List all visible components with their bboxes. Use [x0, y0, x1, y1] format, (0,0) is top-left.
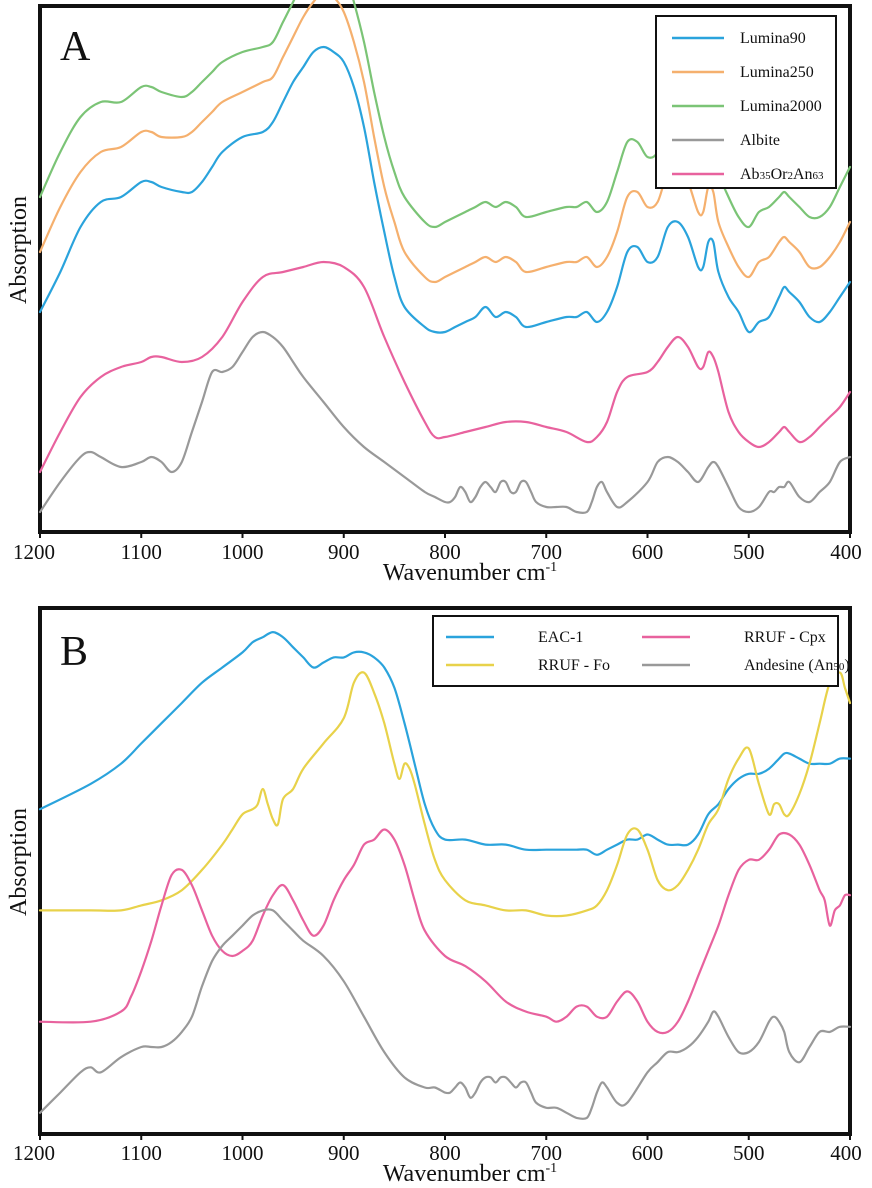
legend-label-part: 63 [813, 170, 825, 182]
legend-label: Lumina250 [740, 64, 814, 81]
x-tick-label: 1000 [222, 1141, 264, 1165]
panel-b-x-axis-title-sup: -1 [546, 1161, 558, 1176]
series-line-andesine-an [38, 908, 852, 1120]
x-tick-label: 900 [328, 540, 360, 564]
panel-b-x-axis-title-text: Wavenumber cm [383, 1161, 546, 1187]
legend-label-part: Or [771, 166, 789, 183]
legend-label-part: 50 [833, 661, 845, 673]
x-tick-label: 600 [632, 540, 664, 564]
panel-a-series-layer [38, 0, 852, 515]
panel-a-letter: A [60, 24, 91, 70]
legend-label: Lumina2000 [740, 98, 822, 115]
legend-label: Lumina90 [740, 30, 806, 47]
x-tick-label: 1000 [222, 540, 264, 564]
legend-label: Ab35Or2An63 [740, 166, 824, 183]
series-line-albite [38, 330, 852, 515]
x-tick-label: 700 [531, 1141, 563, 1165]
legend-label: EAC-1 [538, 629, 583, 646]
legend-label: RRUF - Fo [538, 657, 610, 674]
legend-label-part: Ab [740, 166, 760, 183]
x-tick-label: 400 [830, 540, 862, 564]
panel-b-series-layer [38, 631, 852, 1120]
x-tick-label: 1200 [13, 1141, 55, 1165]
series-line-eac-1 [38, 631, 852, 856]
legend-label: Andesine (An50) [744, 657, 850, 674]
series-line-lumina250 [38, 0, 852, 284]
panel-b-legend: EAC-1 RRUF - Fo RRUF - Cpx Andesine (An50) [432, 615, 850, 687]
panel-a-x-ticks: 1200 1100 1000 900 800 700 600 500 400 [13, 532, 862, 564]
x-tick-label: 500 [733, 540, 765, 564]
panel-a-legend-box [655, 15, 837, 189]
panel-a: A 1200 1100 1000 900 800 700 600 500 400 Wavenum… [6, 0, 862, 586]
panel-b-letter: B [60, 629, 88, 675]
series-line-rruf-cpx [38, 828, 852, 1035]
panel-b-y-axis-title: Absorption [6, 808, 32, 916]
series-line-ab35or2an63 [38, 260, 852, 474]
legend-label-part: 35 [760, 170, 772, 182]
panel-b-legend-box [432, 615, 839, 687]
panel-b-x-ticks: 1200 1100 1000 900 800 700 600 500 400 [13, 1134, 862, 1165]
x-tick-label: 500 [733, 1141, 765, 1165]
x-tick-label: 800 [429, 540, 461, 564]
x-tick-label: 1100 [121, 540, 162, 564]
x-tick-label: 1200 [13, 540, 55, 564]
panel-a-x-axis-title: Wavenumber cm-1 [383, 560, 557, 586]
legend-label-part: Andesine (An [744, 657, 833, 674]
series-line-lumina2000 [38, 0, 852, 229]
x-tick-label: 800 [429, 1141, 461, 1165]
series-line-rruf-fo [38, 671, 852, 918]
panel-a-x-axis-title-sup: -1 [546, 560, 558, 575]
x-tick-label: 1100 [121, 1141, 162, 1165]
x-tick-label: 900 [328, 1141, 360, 1165]
legend-label-part: ) [844, 657, 849, 674]
legend-label-part: 2 [787, 170, 793, 182]
panel-b-x-axis-title: Wavenumber cm-1 [383, 1161, 557, 1187]
series-line-lumina90 [38, 45, 852, 334]
panel-a-x-axis-title-text: Wavenumber cm [383, 560, 546, 586]
legend-label: RRUF - Cpx [744, 629, 826, 646]
panel-a-y-axis-title: Absorption [6, 196, 32, 304]
x-tick-label: 600 [632, 1141, 664, 1165]
panel-a-legend: Lumina90 Lumina250 Lumina2000 Albite Ab35Or2… [655, 15, 837, 189]
x-tick-label: 700 [531, 540, 563, 564]
x-tick-label: 400 [830, 1141, 862, 1165]
legend-label-part: An [793, 166, 813, 183]
panel-b: B 1200 1100 1000 900 800 700 600 500 400 Wavenum… [6, 606, 862, 1187]
legend-label: Albite [740, 132, 780, 149]
